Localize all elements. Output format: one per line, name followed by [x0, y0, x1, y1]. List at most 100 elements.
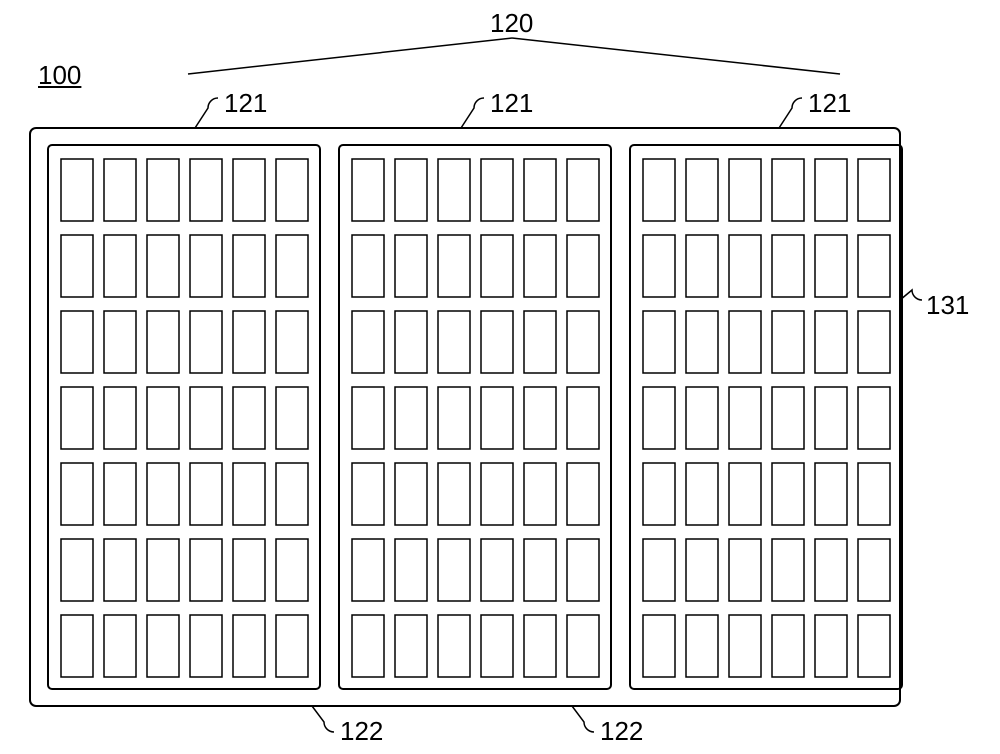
cell [772, 235, 804, 297]
cell [438, 159, 470, 221]
leader [572, 706, 594, 732]
cell [524, 159, 556, 221]
cell [643, 311, 675, 373]
cell [729, 235, 761, 297]
cell [147, 159, 179, 221]
cell [567, 235, 599, 297]
cell [686, 159, 718, 221]
cell [729, 159, 761, 221]
cell [104, 159, 136, 221]
cell [815, 159, 847, 221]
cell [438, 615, 470, 677]
cell [686, 615, 718, 677]
cell [104, 539, 136, 601]
cell [147, 463, 179, 525]
cell [772, 159, 804, 221]
cell [772, 387, 804, 449]
panel [48, 145, 320, 689]
cell [61, 387, 93, 449]
cell [772, 311, 804, 373]
cell [233, 615, 265, 677]
cell [352, 159, 384, 221]
brace-right [512, 38, 840, 74]
cell [524, 235, 556, 297]
cell [395, 235, 427, 297]
cell [567, 159, 599, 221]
cell [147, 235, 179, 297]
cell [61, 159, 93, 221]
cell [815, 539, 847, 601]
cell [567, 387, 599, 449]
cell [438, 235, 470, 297]
cell [395, 387, 427, 449]
leader [900, 290, 922, 300]
cell [190, 387, 222, 449]
cell [438, 463, 470, 525]
cell [104, 235, 136, 297]
cell [61, 311, 93, 373]
cell [352, 615, 384, 677]
cell [352, 311, 384, 373]
cell [858, 159, 890, 221]
cell [233, 539, 265, 601]
cell [438, 387, 470, 449]
top-left-label: 121 [224, 88, 267, 119]
cell [858, 539, 890, 601]
cell [729, 615, 761, 677]
cell [190, 235, 222, 297]
cell [643, 615, 675, 677]
cell [395, 615, 427, 677]
cell [567, 311, 599, 373]
cell [104, 463, 136, 525]
leader [312, 706, 334, 732]
cell [772, 539, 804, 601]
cell [395, 463, 427, 525]
cell [686, 235, 718, 297]
cell [147, 539, 179, 601]
panel [630, 145, 902, 689]
cell [276, 311, 308, 373]
cell [524, 387, 556, 449]
cell [643, 463, 675, 525]
cell [61, 463, 93, 525]
cell [352, 387, 384, 449]
cell [729, 539, 761, 601]
cell [276, 235, 308, 297]
figure-label: 100 [38, 60, 81, 91]
cell [481, 159, 513, 221]
cell [190, 311, 222, 373]
cell [276, 615, 308, 677]
cell [190, 463, 222, 525]
cell [815, 615, 847, 677]
top-mid-label: 121 [490, 88, 533, 119]
cell [524, 463, 556, 525]
cell [61, 615, 93, 677]
cell [438, 311, 470, 373]
cell [858, 615, 890, 677]
top-right-label: 121 [808, 88, 851, 119]
cell [643, 235, 675, 297]
cell [524, 539, 556, 601]
cell [686, 539, 718, 601]
cell [772, 463, 804, 525]
cell [61, 539, 93, 601]
leader [195, 98, 218, 128]
cell [524, 311, 556, 373]
cell [190, 159, 222, 221]
cell [352, 235, 384, 297]
cell [147, 387, 179, 449]
cell [276, 539, 308, 601]
cell [481, 615, 513, 677]
cell [352, 539, 384, 601]
cell [686, 311, 718, 373]
cell [481, 311, 513, 373]
right-label: 131 [926, 290, 969, 321]
cell [395, 539, 427, 601]
cell [686, 463, 718, 525]
cell [481, 235, 513, 297]
group-label: 120 [490, 8, 533, 39]
brace-left [188, 38, 512, 74]
cell [395, 159, 427, 221]
cell [233, 387, 265, 449]
cell [815, 387, 847, 449]
